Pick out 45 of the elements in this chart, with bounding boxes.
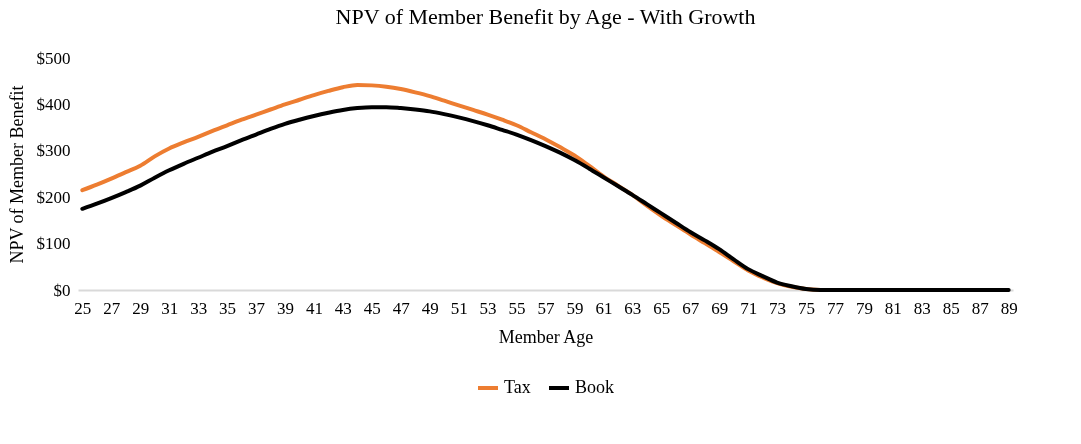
x-tick-label: 35 <box>219 298 237 318</box>
x-tick-label: 65 <box>653 298 671 318</box>
x-tick-label: 27 <box>103 298 121 318</box>
y-tick-label: $400 <box>36 94 71 114</box>
x-tick-label: 39 <box>276 298 294 318</box>
x-tick-label: 81 <box>884 298 902 318</box>
chart-title: NPV of Member Benefit by Age - With Growth <box>335 4 756 29</box>
x-tick-label: 59 <box>566 298 584 318</box>
line-series <box>80 105 1011 292</box>
x-tick-label: 57 <box>537 298 555 318</box>
x-tick-label: 47 <box>392 298 411 318</box>
x-tick-label: 51 <box>450 298 468 318</box>
y-tick-label: $0 <box>53 280 71 300</box>
x-tick-label: 53 <box>479 298 497 318</box>
x-tick-label: 75 <box>798 298 816 318</box>
x-tick-label: 89 <box>1000 298 1018 318</box>
x-tick-label: 29 <box>132 298 150 318</box>
x-tick-label: 49 <box>421 298 439 318</box>
x-tick-label: 31 <box>161 298 179 318</box>
y-tick-label: $200 <box>36 187 71 207</box>
x-tick-label: 45 <box>363 298 381 318</box>
y-tick-label: $100 <box>36 234 71 254</box>
x-tick-label: 83 <box>913 298 931 318</box>
x-tick-label: 43 <box>334 298 352 318</box>
x-tick-label: 63 <box>624 298 642 318</box>
y-tick-label: $500 <box>36 48 71 68</box>
x-tick-label: 37 <box>248 298 266 318</box>
x-tick-label: 69 <box>711 298 729 318</box>
x-tick-label: 87 <box>971 298 990 318</box>
x-tick-label: 71 <box>740 298 758 318</box>
y-axis-title: NPV of Member Benefit <box>6 85 27 264</box>
x-tick-label: 73 <box>769 298 787 318</box>
legend-label: Book <box>575 377 615 397</box>
x-axis-title: Member Age <box>498 326 594 347</box>
x-tick-label: 79 <box>855 298 873 318</box>
x-tick-label: 85 <box>942 298 960 318</box>
x-tick-label: 25 <box>74 298 92 318</box>
y-tick-label: $300 <box>36 141 71 161</box>
x-tick-label: 41 <box>305 298 323 318</box>
x-tick-label: 67 <box>682 298 700 318</box>
x-tick-label: 55 <box>508 298 526 318</box>
x-tick-label: 61 <box>595 298 613 318</box>
x-tick-label: 77 <box>826 298 845 318</box>
x-tick-label: 33 <box>190 298 208 318</box>
legend-label: Tax <box>504 377 531 397</box>
